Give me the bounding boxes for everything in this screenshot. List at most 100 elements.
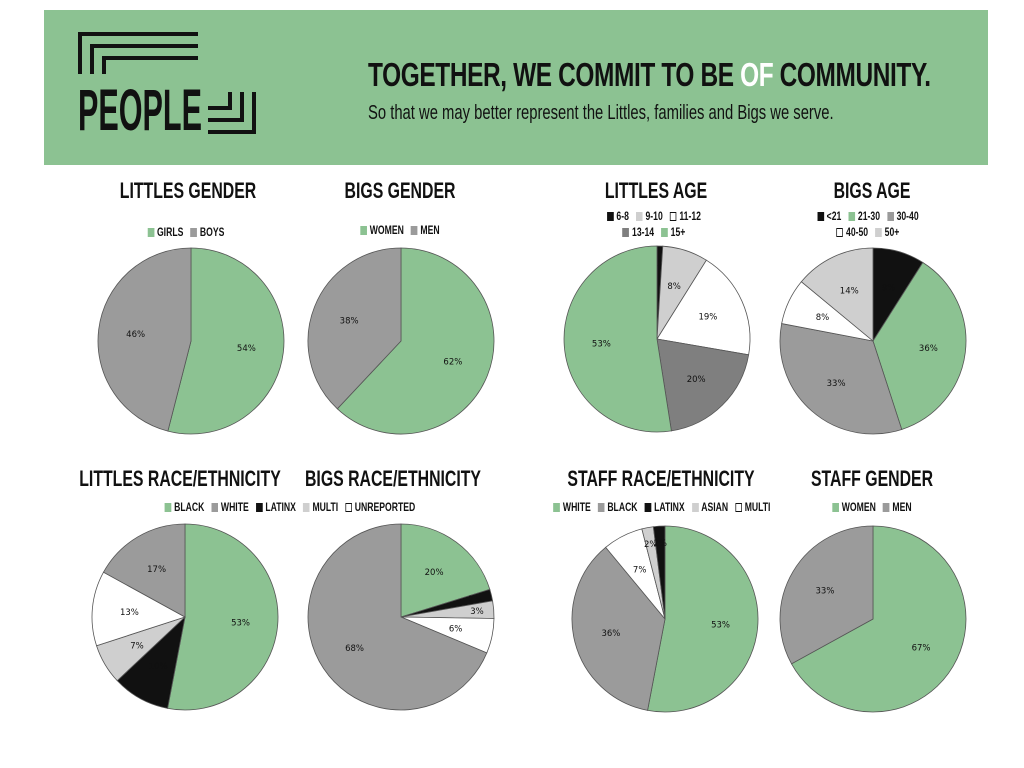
pie-slice-50-	[800, 247, 874, 342]
chart-title-staff-gender: STAFF GENDER	[810, 466, 934, 491]
pie-label-multi: 7%	[130, 641, 144, 651]
pie-label-white: 68%	[345, 644, 364, 654]
pie-slice-women	[790, 525, 967, 713]
legend-item-women: WOMEN	[832, 500, 876, 514]
chart-title-littles-age: LITTLES AGE	[604, 178, 708, 203]
pie-label-boys: 46%	[126, 330, 145, 340]
legend-label: 6-8	[616, 209, 629, 223]
legend-label: MEN	[420, 223, 440, 237]
legend-swatch	[832, 502, 839, 512]
legend-staff-gender: WOMEN MEN	[793, 500, 951, 516]
legend-swatch	[669, 211, 677, 221]
pie-label-multi: 7%	[633, 565, 647, 575]
legend-swatch	[360, 225, 367, 235]
pie-label-unreported: 6%	[449, 624, 463, 634]
chart-title-bigs-gender: BIGS GENDER	[344, 178, 456, 203]
pie-label-9-10: 8%	[667, 282, 681, 292]
legend-label: 15+	[670, 225, 686, 239]
headline-post: COMMUNITY.	[773, 56, 931, 93]
legend-swatch	[875, 227, 882, 237]
legend-item-latinx: LATINX	[255, 500, 296, 514]
pie-label-white: 53%	[711, 620, 730, 630]
legend-swatch	[883, 502, 890, 512]
pie-slice-women	[336, 247, 495, 435]
pie-slice-white	[647, 525, 759, 713]
legend-swatch	[303, 502, 310, 512]
chart-title-littles-race: LITTLES RACE/ETHNICITY	[79, 466, 281, 491]
legend-label: MEN	[892, 500, 912, 514]
logo-line-4	[208, 92, 256, 134]
legend-item-multi: MULTI	[303, 500, 338, 514]
pie-slice-black	[400, 523, 491, 618]
legend-swatch	[211, 502, 219, 512]
pie-label-latinx: 10%	[149, 662, 168, 672]
pie-slice-boys	[97, 247, 192, 432]
logo-line-6	[208, 92, 232, 110]
pie-label-15-: 53%	[592, 339, 611, 349]
legend-swatch	[735, 502, 742, 512]
legend-item-multi: MULTI	[735, 500, 770, 514]
legend-swatch	[817, 211, 824, 221]
legend-label: MULTI	[744, 500, 771, 514]
legend-label: WHITE	[562, 500, 591, 514]
pie-bigs-gender: 62% 38%	[307, 247, 495, 435]
pie-label-latinx: 2%	[653, 539, 667, 549]
chart-title-littles-gender: LITTLES GENDER	[119, 178, 257, 203]
legend-label: MULTI	[312, 500, 339, 514]
pie-label--21: 9%	[882, 283, 896, 293]
legend-swatch	[887, 211, 894, 221]
legend-item-boys: BOYS	[190, 225, 224, 239]
legend-item-asian: ASIAN	[691, 500, 728, 514]
pie-slice-13-14	[656, 338, 750, 432]
legend-item-black: BLACK	[597, 500, 638, 514]
pie-slice-21-30	[872, 261, 967, 430]
subline: So that we may better represent the Litt…	[368, 102, 834, 124]
headline-pre: TOGETHER, WE COMMIT TO BE	[368, 56, 741, 93]
logo-text: PEOPLE	[78, 78, 202, 140]
pie-label-women: 67%	[912, 643, 931, 653]
legend-swatch	[607, 211, 614, 221]
legend-littles-gender: GIRLS BOYS	[107, 225, 265, 241]
logo-line-2	[90, 44, 198, 74]
legend-label: 13-14	[632, 225, 655, 239]
legend-item-6-8: 6-8	[607, 209, 629, 223]
legend-label: 50+	[884, 225, 900, 239]
pie-label-women: 62%	[443, 358, 462, 368]
pie-label-black: 53%	[231, 618, 250, 628]
pie-label-asian: 2%	[644, 540, 658, 550]
logo-line-5	[208, 92, 244, 122]
pie-label-30-40: 33%	[827, 379, 846, 389]
pie-slice-black	[167, 523, 279, 711]
legend-label: WHITE	[220, 500, 249, 514]
pie-label-men: 33%	[816, 587, 835, 597]
legend-label: 30-40	[896, 209, 919, 223]
legend-swatch	[597, 502, 605, 512]
legend-item-50-: 50+	[875, 225, 899, 239]
legend-bigs-gender: WOMEN MEN	[321, 223, 479, 239]
pie-littles-age: 1% 8% 19% 20% 53%	[563, 245, 751, 433]
legend-label: LATINX	[265, 500, 296, 514]
legend-label: WOMEN	[369, 223, 404, 237]
legend-label: UNREPORTED	[354, 500, 416, 514]
legend-label: WOMEN	[841, 500, 876, 514]
pie-slice-latinx	[652, 525, 666, 620]
legend-item-men: MEN	[411, 223, 440, 237]
legend-item--21: <21	[817, 209, 841, 223]
legend-label: 40-50	[846, 225, 869, 239]
pie-slice-men	[307, 247, 402, 410]
pie-littles-race: 53% 10% 7% 13% 17%	[91, 523, 279, 711]
legend-swatch	[164, 502, 172, 512]
legend-item-latinx: LATINX	[644, 500, 685, 514]
legend-swatch	[190, 227, 198, 237]
pie-littles-gender: 54% 46%	[97, 247, 285, 435]
pie-label-40-50: 8%	[816, 313, 830, 323]
pie-slice-unreported	[91, 571, 187, 647]
legend-label: BLACK	[174, 500, 205, 514]
chart-title-staff-race: STAFF RACE/ETHNICITY	[567, 466, 755, 491]
headline: TOGETHER, WE COMMIT TO BE OF COMMUNITY.	[368, 56, 931, 94]
legend-swatch	[553, 502, 561, 512]
header-banner	[44, 10, 988, 165]
legend-item-13-14: 13-14	[622, 225, 655, 239]
legend-swatch	[622, 227, 630, 237]
pie-label-men: 38%	[340, 316, 359, 326]
